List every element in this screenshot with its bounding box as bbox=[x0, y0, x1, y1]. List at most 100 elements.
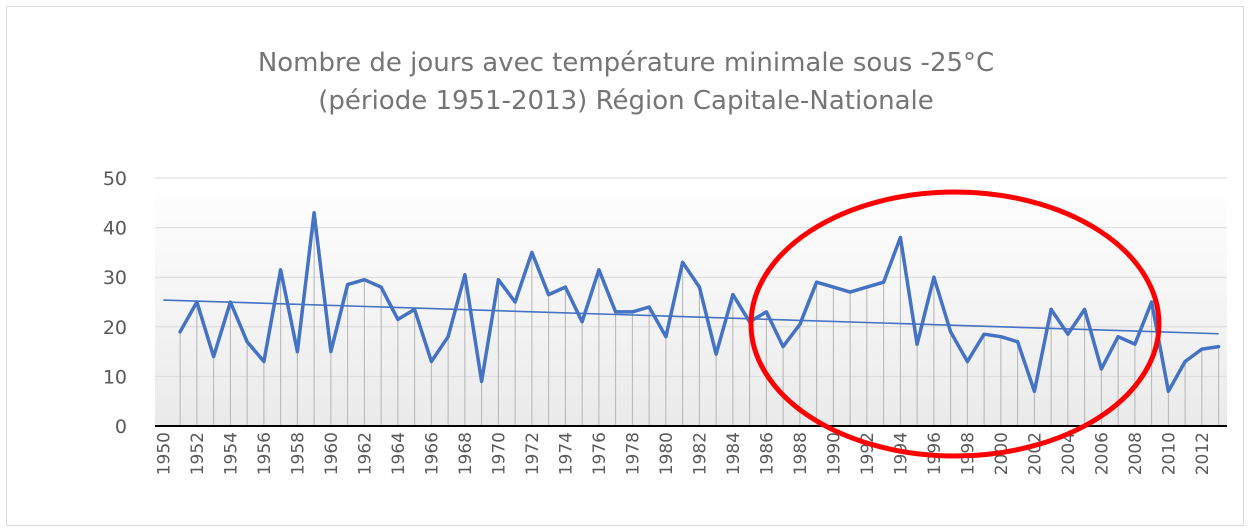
x-tick-label: 1966 bbox=[422, 432, 442, 475]
data-point bbox=[295, 350, 299, 354]
data-point bbox=[915, 342, 919, 346]
x-tick-label: 1988 bbox=[791, 432, 811, 475]
y-tick-label: 30 bbox=[103, 267, 127, 289]
tick-labels: 0 10 20 30 40 50 1950 1952 1954 1956 1958 1960 1962 1… bbox=[103, 168, 1213, 475]
series-group bbox=[163, 210, 1221, 394]
y-tick-label: 40 bbox=[103, 218, 127, 240]
data-point bbox=[815, 280, 819, 284]
data-point bbox=[195, 300, 199, 304]
x-tick-label: 1978 bbox=[623, 432, 643, 475]
x-tick-label: 2012 bbox=[1193, 432, 1213, 475]
data-point bbox=[1049, 307, 1053, 311]
x-tick-label: 2006 bbox=[1092, 432, 1112, 475]
x-tick-label: 1952 bbox=[188, 432, 208, 475]
data-point bbox=[764, 310, 768, 314]
data-point bbox=[413, 307, 417, 311]
x-tick-label: 1972 bbox=[523, 432, 543, 475]
x-tick-label: 1990 bbox=[824, 432, 844, 475]
data-point bbox=[1099, 367, 1103, 371]
data-point bbox=[597, 268, 601, 272]
x-tick-label: 2010 bbox=[1159, 432, 1179, 475]
x-tick-label: 1950 bbox=[154, 432, 174, 475]
data-point bbox=[429, 360, 433, 364]
x-tick-label: 1964 bbox=[389, 432, 409, 475]
y-tick-label: 10 bbox=[103, 366, 127, 388]
data-point bbox=[212, 355, 216, 359]
data-point bbox=[1083, 307, 1087, 311]
data-point bbox=[480, 379, 484, 383]
chart-title: Nombre de jours avec température minimal… bbox=[0, 44, 1252, 120]
data-point bbox=[580, 320, 584, 324]
data-point bbox=[463, 273, 467, 277]
x-tick-label: 1968 bbox=[456, 432, 476, 475]
x-tick-label: 1986 bbox=[757, 432, 777, 475]
data-point bbox=[1016, 340, 1020, 344]
chart-title-line-2: (période 1951-2013) Région Capitale-Nati… bbox=[318, 86, 934, 116]
data-point bbox=[362, 278, 366, 282]
data-point bbox=[446, 335, 450, 339]
data-point bbox=[1200, 347, 1204, 351]
data-point bbox=[647, 305, 651, 309]
x-tick-label: 1976 bbox=[590, 432, 610, 475]
data-point bbox=[781, 345, 785, 349]
x-tick-label: 2004 bbox=[1059, 432, 1079, 475]
x-tick-label: 1974 bbox=[556, 432, 576, 475]
data-point bbox=[329, 350, 333, 354]
data-point bbox=[697, 285, 701, 289]
data-point bbox=[714, 352, 718, 356]
data-point bbox=[848, 290, 852, 294]
data-point bbox=[563, 285, 567, 289]
trend-line bbox=[163, 299, 1219, 335]
x-tick-label: 1982 bbox=[690, 432, 710, 475]
y-tick-label: 0 bbox=[115, 416, 127, 438]
data-point bbox=[982, 332, 986, 336]
data-point bbox=[1183, 360, 1187, 364]
data-point bbox=[630, 310, 634, 314]
data-point bbox=[798, 322, 802, 326]
data-point bbox=[312, 211, 316, 215]
data-point bbox=[228, 300, 232, 304]
data-point bbox=[1166, 389, 1170, 393]
data-point bbox=[731, 293, 735, 297]
y-tick-label: 20 bbox=[103, 317, 127, 339]
data-point bbox=[831, 285, 835, 289]
x-tick-label: 1962 bbox=[355, 432, 375, 475]
data-point bbox=[932, 275, 936, 279]
data-point bbox=[898, 236, 902, 240]
data-point bbox=[1116, 335, 1120, 339]
x-tick-label: 1960 bbox=[322, 432, 342, 475]
data-point bbox=[664, 335, 668, 339]
data-point bbox=[965, 360, 969, 364]
x-tick-label: 1970 bbox=[489, 432, 509, 475]
x-tick-label: 1980 bbox=[657, 432, 677, 475]
gridlines bbox=[155, 177, 1227, 377]
plot-area bbox=[155, 178, 1227, 426]
data-point bbox=[547, 293, 551, 297]
x-tick-label: 1984 bbox=[724, 432, 744, 475]
data-point bbox=[279, 268, 283, 272]
data-point bbox=[245, 340, 249, 344]
data-point bbox=[513, 300, 517, 304]
y-tick-label: 50 bbox=[103, 168, 127, 190]
data-point bbox=[949, 330, 953, 334]
x-tick-label: 2008 bbox=[1126, 432, 1146, 475]
drop-lines bbox=[179, 212, 1220, 426]
x-tick-label: 1958 bbox=[288, 432, 308, 475]
data-point bbox=[379, 285, 383, 289]
data-point bbox=[1066, 332, 1070, 336]
data-point bbox=[1032, 389, 1036, 393]
data-point bbox=[396, 317, 400, 321]
data-point bbox=[1150, 300, 1154, 304]
data-point bbox=[1133, 342, 1137, 346]
annotation-ellipse bbox=[748, 189, 1162, 459]
data-point bbox=[346, 283, 350, 287]
data-point bbox=[530, 250, 534, 254]
chart-title-line-1: Nombre de jours avec température minimal… bbox=[257, 48, 995, 78]
data-point bbox=[178, 330, 182, 334]
data-point bbox=[1217, 345, 1221, 349]
x-tick-label: 1954 bbox=[221, 432, 241, 475]
x-tick-label: 1956 bbox=[255, 432, 275, 475]
data-point bbox=[999, 335, 1003, 339]
data-point bbox=[882, 280, 886, 284]
data-point bbox=[496, 278, 500, 282]
